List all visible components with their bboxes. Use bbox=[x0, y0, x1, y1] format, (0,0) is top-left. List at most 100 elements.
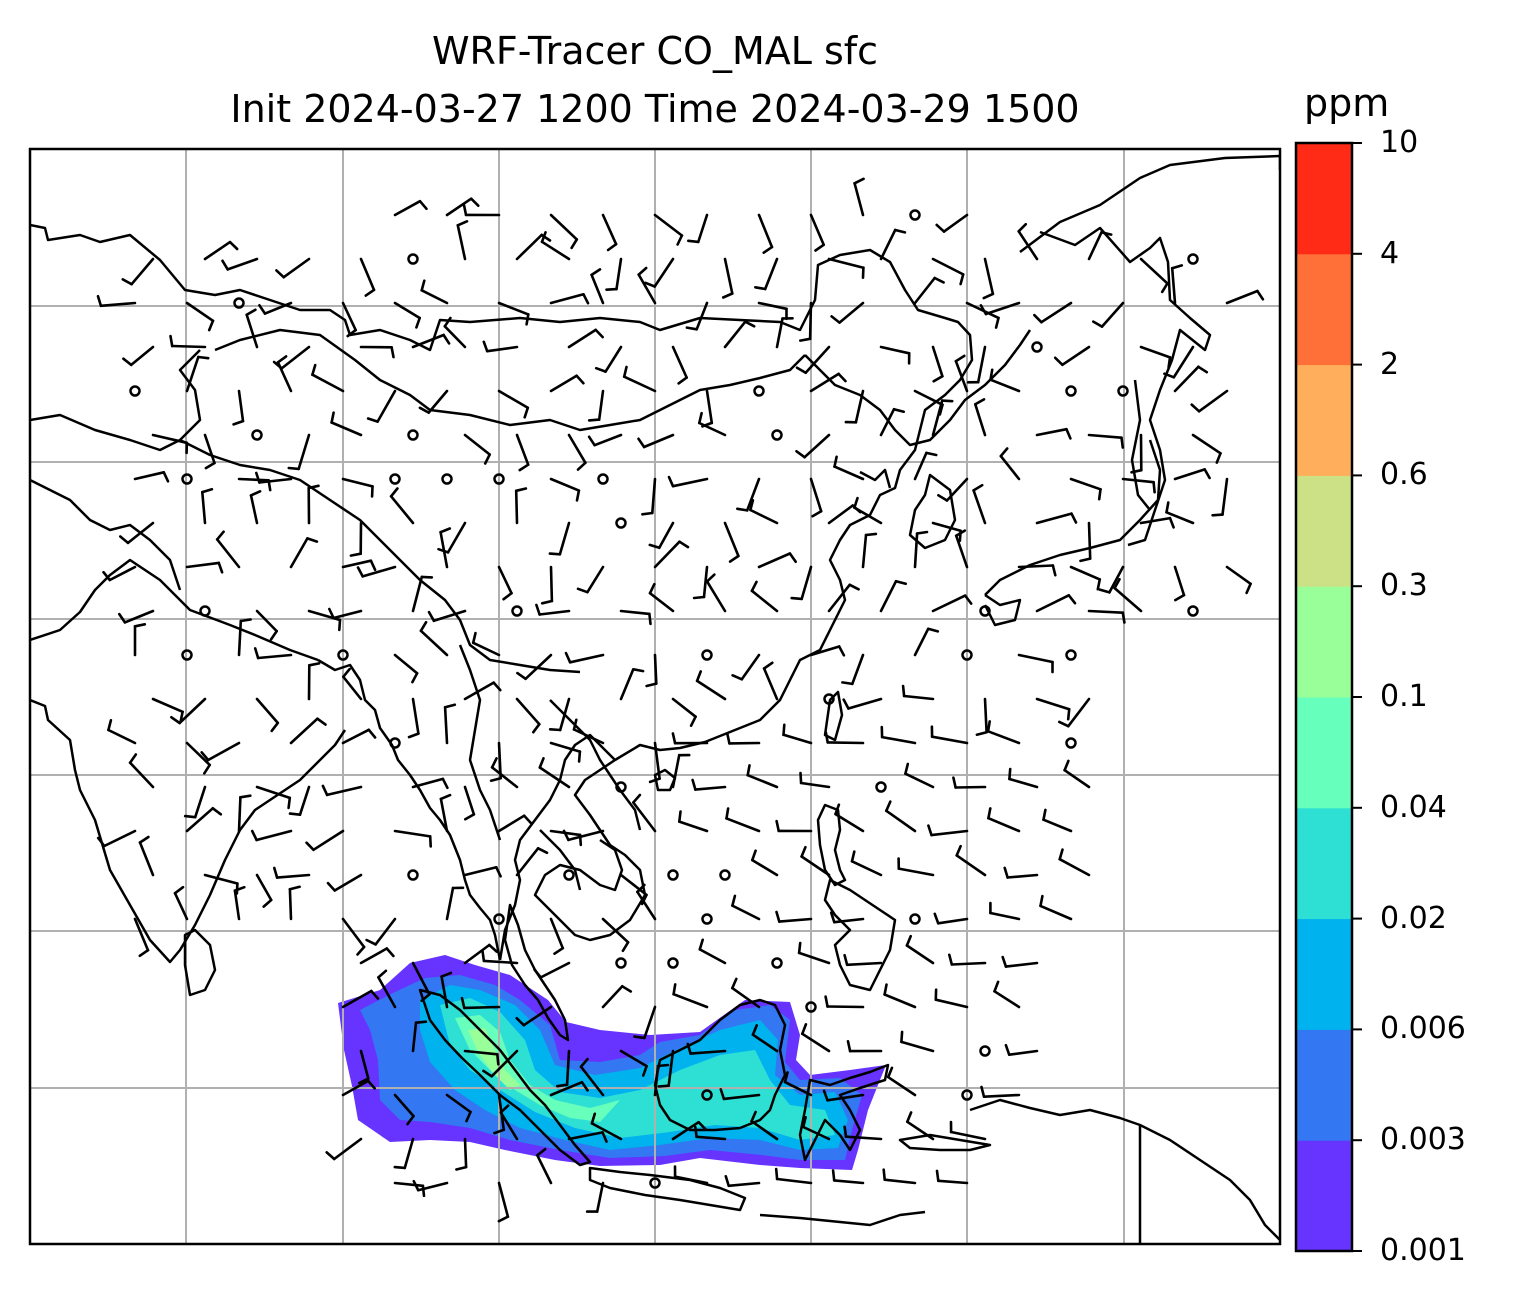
wind-barb bbox=[843, 1125, 883, 1141]
wind-barb bbox=[850, 850, 883, 877]
wind-barb bbox=[934, 988, 969, 1009]
colorbar-segment bbox=[1296, 143, 1352, 255]
wind-barb bbox=[185, 355, 210, 393]
wind-barb bbox=[1079, 521, 1092, 563]
wind-barb bbox=[809, 477, 823, 518]
wind-barb bbox=[686, 1042, 727, 1055]
colorbar-tick-label: 2 bbox=[1380, 346, 1400, 382]
wind-barb bbox=[393, 199, 428, 217]
wind-barb bbox=[901, 684, 935, 701]
wind-barb bbox=[420, 279, 449, 305]
wind-barb bbox=[677, 810, 709, 833]
wind-barb bbox=[775, 316, 794, 349]
wind-barb bbox=[931, 345, 944, 383]
colorbar-segment bbox=[1296, 1140, 1352, 1252]
coastline-bay-of-bengal bbox=[317, 658, 502, 961]
wind-barb bbox=[882, 1168, 917, 1185]
wind-barb bbox=[641, 477, 657, 516]
wind-barb bbox=[170, 697, 207, 725]
wind-barb bbox=[562, 829, 605, 842]
wind-barb bbox=[1173, 468, 1211, 481]
wind-barb bbox=[1017, 564, 1057, 577]
wind-barb bbox=[463, 865, 502, 878]
colorbar bbox=[1294, 141, 1362, 1253]
wind-barb bbox=[499, 1104, 519, 1141]
calm-wind-circle bbox=[649, 1177, 661, 1189]
wind-barb bbox=[288, 885, 301, 921]
wind-barb bbox=[1225, 565, 1252, 595]
wind-barb bbox=[1035, 593, 1077, 613]
wind-barb bbox=[685, 301, 709, 331]
wind-barb bbox=[133, 470, 170, 483]
wind-barb bbox=[954, 354, 969, 393]
wind-barb bbox=[966, 345, 987, 384]
wind-barb bbox=[549, 213, 579, 250]
wind-barb bbox=[1139, 257, 1169, 294]
calm-wind-circle bbox=[407, 253, 419, 265]
colorbar-tick-label: 0.001 bbox=[1380, 1233, 1466, 1268]
wind-barb bbox=[989, 368, 1021, 393]
calm-wind-circle bbox=[701, 913, 713, 925]
coastline-taiwan bbox=[823, 690, 844, 742]
colorbar-tick-label: 10 bbox=[1380, 125, 1419, 160]
calm-wind-circle bbox=[823, 693, 835, 705]
wind-barb bbox=[955, 844, 987, 877]
wind-barb bbox=[463, 681, 502, 701]
wind-barb bbox=[567, 328, 605, 349]
wind-barb bbox=[751, 1024, 779, 1053]
wind-barb bbox=[258, 301, 293, 315]
wind-barb bbox=[993, 980, 1021, 1009]
wind-barb bbox=[795, 345, 831, 375]
wind-barb bbox=[1190, 389, 1229, 413]
coastline-malay-peninsula bbox=[503, 903, 570, 1042]
wind-barb bbox=[913, 530, 929, 569]
wind-barb bbox=[695, 670, 727, 701]
wind-barb bbox=[844, 389, 865, 424]
calm-wind-circle bbox=[875, 781, 887, 793]
wind-barb bbox=[411, 961, 431, 1003]
wind-barb bbox=[1113, 577, 1143, 613]
wind-barb bbox=[445, 886, 465, 921]
wind-barb bbox=[540, 565, 554, 605]
wind-barb bbox=[564, 651, 605, 664]
wind-barb bbox=[590, 1112, 623, 1141]
wind-barb bbox=[829, 911, 865, 924]
wind-barb bbox=[515, 697, 541, 734]
wind-barb bbox=[1058, 697, 1091, 728]
wind-barb bbox=[490, 757, 519, 789]
calm-wind-circle bbox=[129, 385, 141, 397]
wind-barb bbox=[107, 718, 137, 745]
wind-barb bbox=[827, 583, 860, 613]
wind-barb bbox=[725, 807, 761, 833]
wind-barb bbox=[644, 257, 675, 288]
wind-barb bbox=[289, 717, 327, 745]
wind-barb bbox=[1069, 565, 1102, 591]
wind-barb bbox=[648, 741, 661, 784]
wind-barb bbox=[443, 703, 457, 745]
wind-barb bbox=[879, 579, 908, 613]
wind-barb bbox=[128, 753, 155, 789]
colorbar-tick-label: 0.02 bbox=[1380, 900, 1447, 936]
wind-barb bbox=[377, 969, 397, 1009]
wind-barb bbox=[237, 618, 252, 657]
wind-barb bbox=[801, 1116, 831, 1141]
wind-barb bbox=[549, 477, 581, 502]
map-gridlines bbox=[30, 149, 1280, 1244]
wind-barb bbox=[305, 829, 345, 852]
wind-barb bbox=[549, 292, 590, 305]
wind-barb bbox=[1173, 365, 1209, 393]
wind-barb bbox=[579, 1057, 605, 1097]
wind-barb bbox=[790, 565, 813, 601]
border-china-russia bbox=[804, 329, 1032, 447]
wind-barb bbox=[307, 484, 320, 525]
colorbar-tick-label: 0.3 bbox=[1380, 568, 1428, 604]
wind-barb bbox=[1035, 697, 1071, 721]
wind-barb bbox=[275, 257, 311, 279]
border-myanmar bbox=[458, 644, 502, 841]
coastline-korea bbox=[908, 473, 957, 550]
wind-barb bbox=[289, 537, 319, 569]
wind-barb bbox=[233, 885, 246, 921]
wind-barb bbox=[1053, 345, 1091, 367]
calm-wind-circle bbox=[337, 649, 349, 661]
wind-barb bbox=[576, 565, 605, 594]
